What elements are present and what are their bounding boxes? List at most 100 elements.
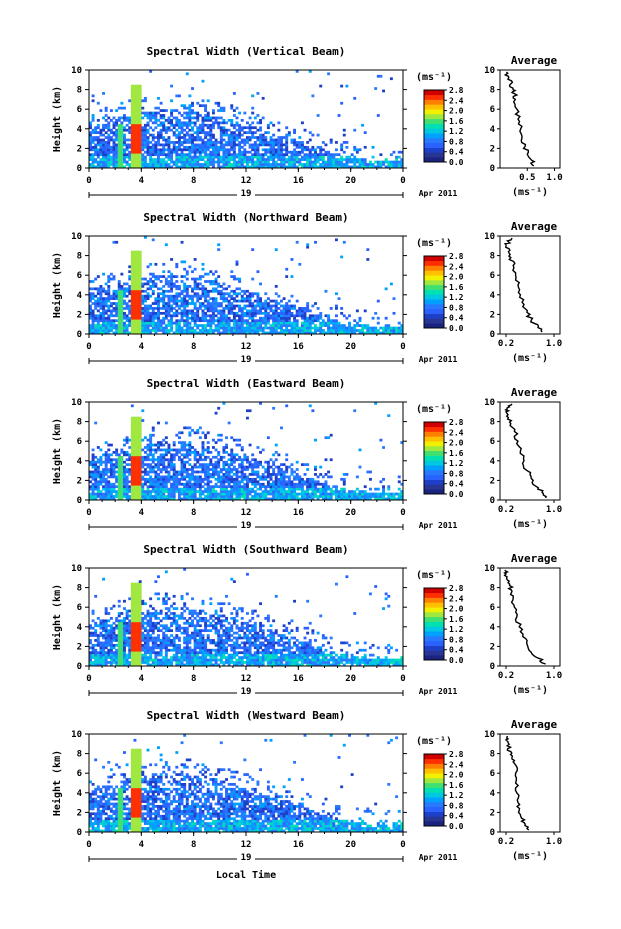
heatmap-cell (280, 143, 283, 147)
heatmap-cell (201, 324, 205, 327)
heatmap-cell (209, 487, 213, 491)
heatmap-cell (382, 331, 385, 335)
heatmap-cell (157, 490, 160, 493)
heatmap-cell (329, 319, 333, 323)
heatmap-cell (151, 470, 155, 474)
heatmap-cell (253, 304, 257, 308)
heatmap-cell (342, 165, 346, 169)
heatmap-cell (109, 324, 113, 327)
heatmap-cell (136, 304, 140, 308)
heatmap-cell (211, 485, 215, 489)
heatmap-cell (340, 331, 344, 335)
heatmap-cell (128, 153, 132, 157)
heatmap-cell (104, 311, 108, 315)
heatmap-cell (209, 153, 213, 157)
heatmap-cell (170, 258, 174, 261)
heatmap-cell (219, 285, 223, 288)
heatmap-cell (209, 150, 213, 154)
heatmap-cell (170, 119, 174, 122)
heatmap-cell (217, 465, 221, 469)
heatmap-cell (175, 480, 179, 484)
heatmap-cell (138, 311, 142, 315)
heatmap-cell (211, 121, 215, 125)
heatmap-cell (306, 145, 310, 149)
heatmap-cell (183, 304, 187, 308)
heatmap-cell (290, 138, 294, 142)
heatmap-cell (159, 460, 163, 464)
heatmap-cell (172, 468, 176, 471)
heatmap-cell (295, 160, 299, 164)
heatmap-cell (191, 309, 194, 313)
heatmap-cell (240, 163, 244, 166)
heatmap-cell (277, 311, 281, 315)
heatmap-cell (235, 292, 239, 296)
heatmap-cell (167, 319, 171, 323)
heatmap-cell (157, 485, 160, 489)
heatmap-cell (235, 160, 239, 164)
heatmap-cell (180, 136, 184, 139)
heatmap-cell (146, 111, 150, 115)
heatmap-cell (191, 150, 194, 154)
heatmap-cell (120, 163, 124, 166)
heatmap-cell (193, 155, 197, 159)
heatmap-cell (204, 326, 208, 330)
heatmap-cell (133, 155, 137, 159)
heatmap-cell (266, 143, 270, 147)
heatmap-cell (167, 448, 171, 452)
heatmap-cell (227, 304, 231, 308)
heatmap-cell (290, 490, 294, 493)
heatmap-cell (253, 482, 257, 486)
heatmap-cell (235, 143, 239, 147)
heatmap-cell (146, 145, 150, 149)
heatmap-cell (109, 487, 113, 491)
heatmap-cell (348, 155, 351, 159)
heatmap-cell (314, 482, 317, 486)
heatmap-cell (185, 163, 189, 166)
heatmap-cell (389, 326, 393, 330)
heatmap-cell (214, 448, 218, 452)
heatmap-cell (193, 121, 197, 125)
heatmap-cell (232, 275, 236, 278)
heatmap-cell (154, 119, 158, 122)
heatmap-cell (138, 302, 142, 305)
heatmap-cell (282, 487, 286, 491)
heatmap-cell (183, 311, 187, 315)
heatmap-cell (141, 329, 145, 332)
heatmap-cell (138, 165, 142, 169)
heatmap-cell (225, 314, 228, 318)
heatmap-cell (389, 153, 393, 157)
heatmap-cell (259, 326, 262, 330)
heatmap-cell (130, 487, 134, 491)
heatmap-cell (261, 138, 265, 142)
heatmap-cell (151, 455, 155, 459)
colorbar-tick-label: 0.4 (449, 148, 464, 157)
heatmap-cell (251, 480, 255, 484)
heatmap-cell (175, 287, 179, 291)
heatmap-cell (96, 470, 100, 474)
heatmap-cell (109, 109, 113, 112)
heatmap-cell (348, 324, 351, 327)
heatmap-cell (337, 321, 341, 325)
heatmap-cell (149, 448, 153, 452)
heatmap-cell (154, 153, 158, 157)
heatmap-cell (327, 319, 331, 323)
heatmap-cell (151, 321, 155, 325)
heatmap-cell (130, 470, 134, 474)
heatmap-cell (274, 329, 278, 332)
heatmap-cell (348, 329, 351, 332)
heatmap-cell (201, 492, 205, 496)
heatmap-cell (303, 492, 307, 496)
heatmap-cell (91, 331, 95, 335)
heatmap-cell (154, 314, 158, 318)
heatmap-cell (91, 116, 95, 120)
heatmap-cell (130, 495, 134, 498)
heatmap-cell (282, 304, 286, 308)
heatmap-cell (112, 143, 116, 147)
heatmap-cell (225, 148, 228, 152)
heatmap-cell (138, 133, 142, 137)
heatmap-cell (280, 136, 283, 139)
heatmap-cell (138, 421, 142, 425)
heatmap-cell (251, 163, 255, 166)
heatmap-cell (306, 495, 310, 498)
heatmap-cell (232, 292, 236, 296)
